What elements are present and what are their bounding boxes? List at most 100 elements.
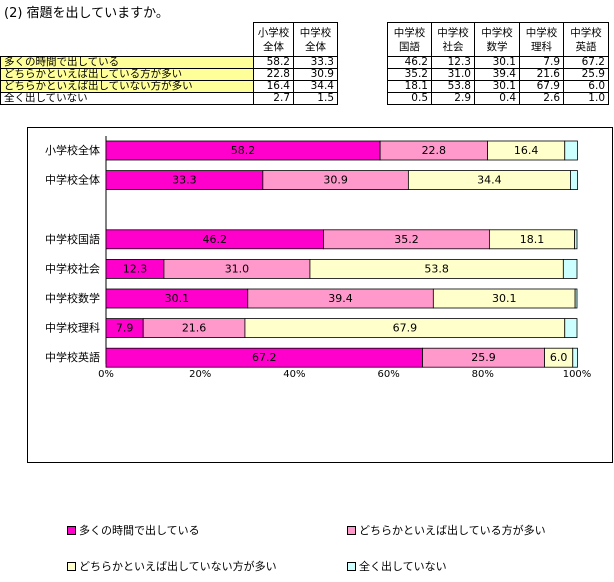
bar-segment [572,347,578,368]
table-cell: 31.0 [431,68,475,81]
table-header-cell: 小学校 全体 [253,22,294,57]
table-cell: 53.8 [431,80,475,93]
stacked-bar-chart: 0% 20% 40% 60% 80% 100% 小学校全体 58.2 22.8 16.4 中学校全体… [45,136,592,380]
bar-label-background [473,173,506,188]
bar-value-label: 12.3 [123,262,148,275]
bar-label-background [227,143,260,158]
data-table: 小学校 全体 中学校 全体 中学校 国語 中学校 社会 中学校 数学 中学校 理科 中学校 … [0,22,609,105]
legend-swatch [67,561,76,571]
table-cell: 46.2 [387,56,432,69]
bar-value-label: 30.9 [323,174,348,187]
table-cell: 30.9 [293,68,338,81]
bar-label-background [160,291,193,306]
bar-value-label: 34.4 [477,174,502,187]
table-cell: 67.9 [519,80,564,93]
table-cell: 34.4 [293,80,338,93]
table-row: 全く出していない 2.7 1.5 0.5 2.9 0.4 2.6 1.0 [0,92,609,105]
bar-value-label: 39.4 [328,292,353,305]
bar-value-label: 35.2 [394,233,419,246]
bar-value-label: 67.9 [393,322,418,335]
table-cell: 39.4 [474,68,520,81]
page-heading: (2) 宿題を出していますか。 [4,6,169,21]
table-cell: 58.2 [253,56,294,69]
table-cell [337,80,388,93]
table-cell [337,68,388,81]
table-cell: 16.4 [253,80,294,93]
legend-item: どちらかといえば出している方が多い [347,522,546,538]
bar-value-label: 16.4 [514,144,539,157]
bar-label-background [178,321,211,336]
legend-label: どちらかといえば出していない方が多い [79,560,277,573]
bar-segment [562,258,578,279]
bar-label-background [220,261,253,276]
bar-label-background [324,291,357,306]
bar-label-background [488,291,521,306]
bar-value-label: 58.2 [231,144,256,157]
chart-frame: 0% 20% 40% 60% 80% 100% 小学校全体 58.2 22.8 16.4 中学校全体… [27,127,613,573]
bar-label-background [417,143,450,158]
table-cell: 22.8 [253,68,294,81]
table-header-cell: 中学校 数学 [474,22,520,57]
table-row-label: どちらかといえば出していない方が多い [0,80,254,93]
table-cell: 67.2 [563,56,609,69]
bar-label-background [118,261,151,276]
table-header-cell: 中学校 英語 [563,22,609,57]
table-cell: 6.0 [563,80,609,93]
bar-value-label: 33.3 [172,174,197,187]
category-label: 中学校数学 [45,291,100,305]
table-header-cell: 中学校 全体 [293,22,338,57]
category-label: 中学校理科 [45,321,100,335]
category-label: 中学校国語 [45,232,100,246]
legend-swatch [67,525,76,535]
table-header-cell [337,22,388,57]
legend-swatch [347,525,356,535]
table-header-cell: 中学校 国語 [387,22,432,57]
x-tick-label: 60% [377,369,399,380]
bar-label-background [516,232,549,247]
table-row: 多くの時間で出している 58.2 33.3 46.2 12.3 30.1 7.9 67.2 [0,56,609,69]
bar-label-background [168,173,201,188]
bar-label-background [390,232,423,247]
table-cell: 1.0 [563,92,609,105]
legend-label: 多くの時間で出している [79,524,200,537]
table-cell: 12.3 [431,56,475,69]
category-label: 中学校全体 [45,173,100,187]
x-tick-label: 80% [472,369,494,380]
table-cell: 1.5 [293,92,338,105]
x-tick-label: 100% [563,369,592,380]
category-label: 中学校英語 [45,350,100,364]
table-header-row: 小学校 全体 中学校 全体 中学校 国語 中学校 社会 中学校 数学 中学校 理科 中学校 … [0,22,609,57]
table-row: どちらかといえば出している方が多い 22.8 30.9 35.2 31.0 39.4 21.… [0,68,609,81]
table-row-label: どちらかといえば出している方が多い [0,68,254,81]
table-cell: 30.1 [474,80,520,93]
bar-value-label: 30.1 [165,292,190,305]
table-cell: 0.5 [387,92,432,105]
x-tick-label: 20% [189,369,211,380]
bar-label-background [388,321,421,336]
table-cell: 7.9 [519,56,564,69]
table-cell: 0.4 [474,92,520,105]
legend-label: 全く出していない [359,560,447,573]
legend-item: 多くの時間で出している [67,522,200,538]
table-cell: 2.7 [253,92,294,105]
x-tick-label: 40% [283,369,305,380]
legend-item: どちらかといえば出していない方が多い [67,558,277,574]
bar-segment [574,229,578,250]
legend-item: 全く出していない [347,558,447,574]
bar-segment [570,170,578,190]
legend-swatch [347,561,356,571]
table-row-label: 多くの時間で出している [0,56,254,69]
table-cell: 2.6 [519,92,564,105]
bar-label-background [420,261,453,276]
bar-label-background [112,321,138,336]
category-label: 小学校全体 [45,143,100,157]
table-cell [337,92,388,105]
table-cell: 2.9 [431,92,475,105]
bar-value-label: 25.9 [471,351,496,364]
bar-value-label: 31.0 [225,262,250,275]
bar-value-label: 18.1 [520,233,545,246]
bar-segment [574,288,578,309]
table-header-cell: 中学校 社会 [431,22,475,57]
table-corner-cell [0,22,254,57]
table-cell: 21.6 [519,68,564,81]
